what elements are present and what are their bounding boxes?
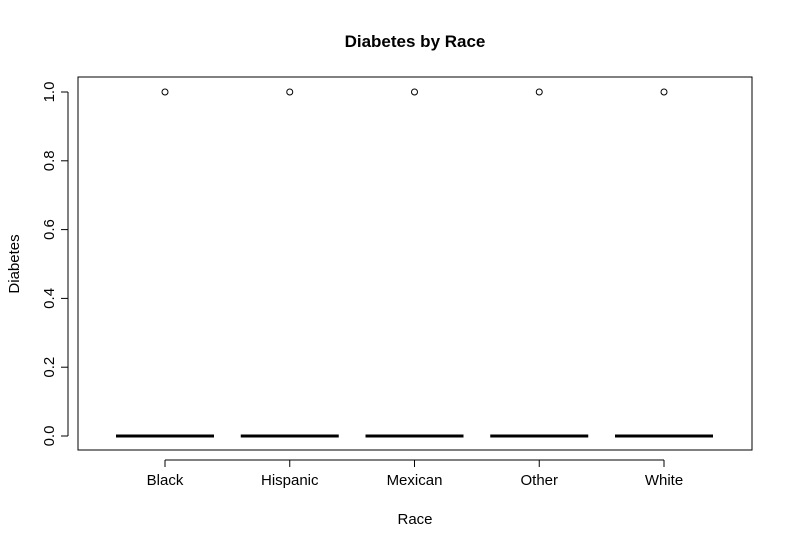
y-tick-label: 0.6 — [41, 219, 58, 240]
outlier-point-hispanic — [286, 88, 294, 96]
x-tick-label: Mexican — [387, 472, 443, 489]
x-axis: Black Hispanic Mexican Other White — [147, 459, 683, 489]
x-tick-label: White — [645, 472, 683, 489]
x-tick-label: Hispanic — [261, 472, 319, 489]
x-tick-label: Other — [520, 472, 558, 489]
x-tick-label: Black — [147, 472, 184, 489]
y-tick-label: 0.0 — [41, 426, 58, 447]
y-tick-label: 1.0 — [41, 82, 58, 103]
outlier-point-white — [660, 88, 668, 96]
plot-frame — [77, 76, 753, 451]
box-series — [116, 88, 713, 438]
y-axis: 0.0 0.2 0.4 0.6 0.8 1.0 — [41, 82, 69, 447]
y-tick-label: 0.8 — [41, 150, 58, 171]
x-axis-label: Race — [397, 511, 432, 528]
y-tick-label: 0.2 — [41, 357, 58, 378]
outlier-point-black — [161, 88, 169, 96]
chart-title: Diabetes by Race — [345, 32, 486, 51]
y-tick-label: 0.4 — [41, 288, 58, 309]
y-axis-label: Diabetes — [6, 234, 23, 293]
outlier-point-other — [535, 88, 543, 96]
outlier-point-mexican — [411, 88, 418, 96]
